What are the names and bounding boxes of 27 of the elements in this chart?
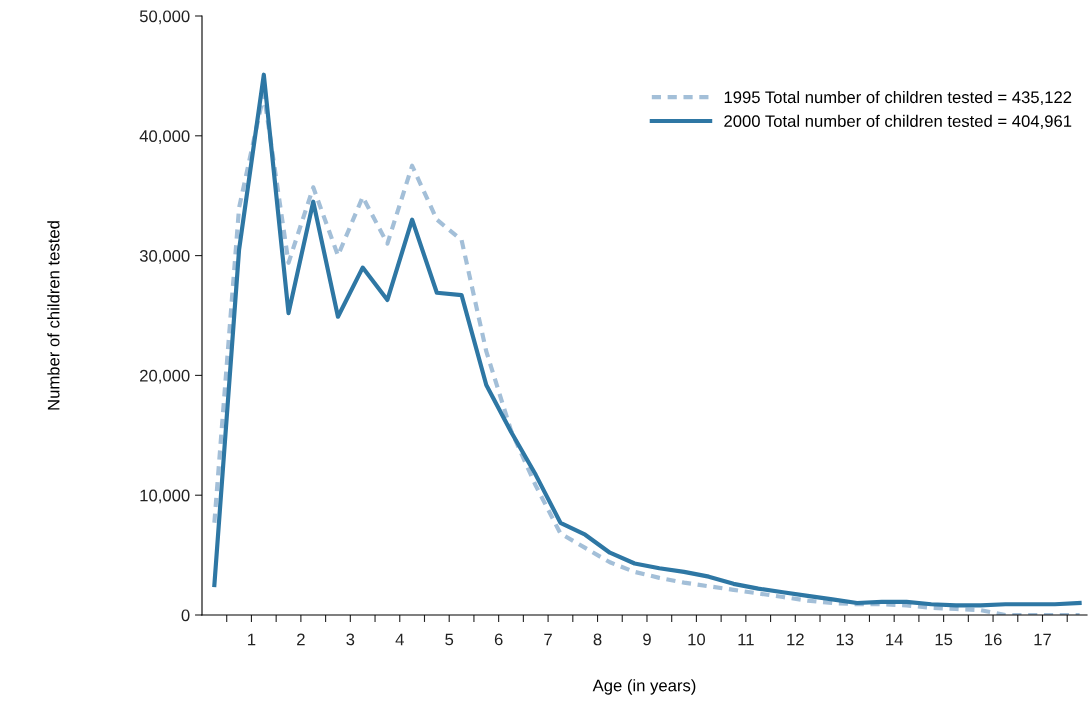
x-tick-label: 9 bbox=[643, 633, 651, 646]
y-tick-label: 0 bbox=[181, 609, 190, 622]
x-tick-label: 16 bbox=[985, 633, 1002, 646]
y-tick-label: 10,000 bbox=[140, 489, 190, 504]
x-tick-label: 8 bbox=[593, 633, 602, 646]
x-tick-label: 3 bbox=[346, 633, 355, 646]
y-tick-label: 40,000 bbox=[139, 130, 190, 144]
x-tick-label: 2 bbox=[297, 633, 305, 646]
x-tick-label: 13 bbox=[836, 633, 854, 646]
legend-label: 2000 Total number of children tested = 404,961 bbox=[724, 114, 1072, 129]
y-tick-label: 20,000 bbox=[140, 369, 190, 384]
x-tick-label: 14 bbox=[886, 633, 903, 646]
x-tick-label: 17 bbox=[1034, 633, 1051, 646]
x-axis-title: Age (in years) bbox=[592, 679, 696, 695]
y-axis-title: Number of children tested bbox=[47, 221, 60, 410]
x-tick-label: 4 bbox=[395, 633, 404, 646]
y-tick-label: 30,000 bbox=[139, 250, 190, 264]
x-tick-label: 5 bbox=[445, 633, 454, 646]
x-tick-label: 6 bbox=[494, 633, 503, 646]
x-tick-label: 10 bbox=[688, 633, 706, 646]
x-tick-label: 11 bbox=[738, 633, 754, 646]
x-tick-label: 15 bbox=[935, 633, 953, 646]
x-tick-label: 1 bbox=[248, 633, 256, 646]
x-tick-label: 7 bbox=[544, 633, 552, 646]
legend-label: 1995 Total number of children tested = 435,122 bbox=[724, 90, 1072, 106]
y-tick-label: 50,000 bbox=[139, 10, 190, 25]
x-tick-label: 12 bbox=[787, 633, 804, 646]
